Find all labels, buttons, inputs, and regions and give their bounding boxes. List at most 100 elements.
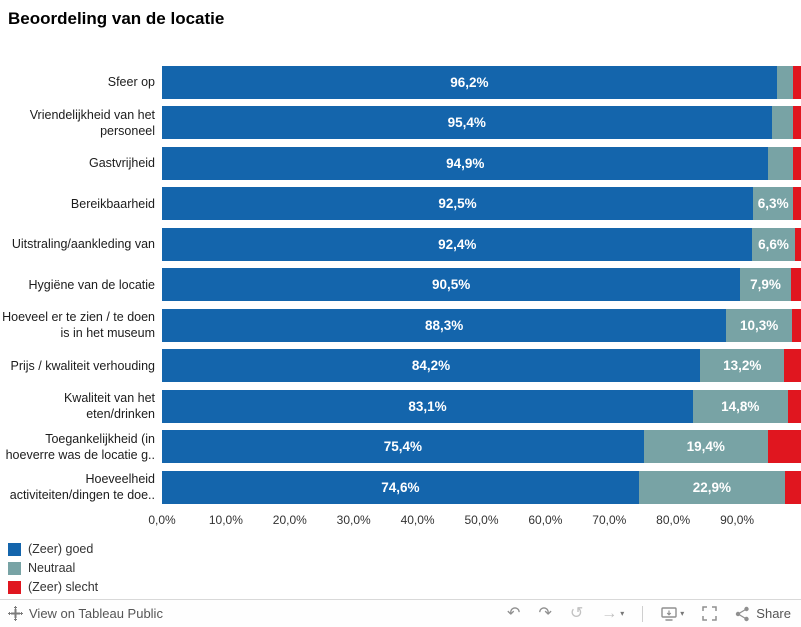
bar-value-label: 19,4% xyxy=(686,439,725,455)
stacked-bar[interactable]: 96,2% xyxy=(162,65,801,99)
chart-rows: Sfeer op 96,2% Vriendelijkheid van het per… xyxy=(0,62,801,508)
legend-label: (Zeer) goed xyxy=(28,542,94,556)
stacked-bar[interactable]: 83,1% 14,8% xyxy=(162,389,801,423)
bar-value-label: 83,1% xyxy=(408,398,447,414)
bar-row: Kwaliteit van het eten/drinken 83,1% 14,8% xyxy=(0,386,801,427)
bar-row: Sfeer op 96,2% xyxy=(0,62,801,103)
stacked-bar[interactable]: 88,3% 10,3% xyxy=(162,308,801,342)
segment-good[interactable]: 83,1% xyxy=(162,389,693,423)
stacked-bar[interactable]: 90,5% 7,9% xyxy=(162,268,801,302)
stacked-bar[interactable]: 84,2% 13,2% xyxy=(162,349,801,383)
bar-row: Uitstraling/aankleding van 92,4% 6,6% xyxy=(0,224,801,265)
axis-tick-label: 80,0% xyxy=(656,512,691,527)
undo-icon[interactable]: ↶ xyxy=(507,604,521,622)
replay-icon[interactable]: ↺ xyxy=(569,604,584,622)
bar-value-label: 13,2% xyxy=(723,358,762,374)
tableau-toolbar: View on Tableau Public ↶ ↷ ↺ → ▾ ▾ xyxy=(0,599,801,627)
segment-good[interactable]: 92,4% xyxy=(162,227,753,261)
segment-neutral[interactable]: 14,8% xyxy=(693,389,788,423)
download-icon[interactable]: ▾ xyxy=(661,606,684,622)
bar-value-label: 92,5% xyxy=(438,196,477,212)
segment-good[interactable]: 74,6% xyxy=(162,470,639,504)
segment-neutral[interactable]: 19,4% xyxy=(643,430,768,464)
segment-bad[interactable] xyxy=(785,470,801,504)
stacked-bar[interactable]: 92,5% 6,3% xyxy=(162,187,801,221)
bar-value-label: 6,6% xyxy=(758,236,789,252)
legend-swatch xyxy=(8,580,21,594)
bar-value-label: 75,4% xyxy=(383,439,423,455)
segment-good[interactable]: 75,4% xyxy=(162,430,644,464)
segment-neutral[interactable] xyxy=(776,65,794,99)
axis-tick-label: 30,0% xyxy=(336,512,371,527)
stacked-bar[interactable]: 75,4% 19,4% xyxy=(162,430,801,464)
legend-item[interactable]: (Zeer) goed xyxy=(8,540,801,559)
axis-tick-label: 40,0% xyxy=(400,512,435,527)
segment-bad[interactable] xyxy=(792,106,801,140)
legend: (Zeer) goed Neutraal (Zeer) slecht xyxy=(8,540,801,597)
stacked-bar[interactable]: 94,9% xyxy=(162,146,801,180)
segment-good[interactable]: 88,3% xyxy=(162,308,727,342)
forward-icon[interactable]: → ▾ xyxy=(601,605,625,622)
segment-neutral[interactable]: 6,3% xyxy=(753,187,794,221)
redo-icon[interactable]: ↷ xyxy=(538,604,552,622)
stacked-bar[interactable]: 95,4% xyxy=(162,106,801,140)
stacked-bar[interactable]: 74,6% 22,9% xyxy=(162,470,801,504)
axis-tick-label: 10,0% xyxy=(208,512,243,527)
bar-value-label: 6,3% xyxy=(757,196,789,212)
category-label: Toegankelijkheid (in hoeverre was de loc… xyxy=(5,431,155,462)
bar-value-label: 94,9% xyxy=(446,155,485,171)
legend-item[interactable]: (Zeer) slecht xyxy=(8,578,801,597)
segment-neutral[interactable]: 22,9% xyxy=(638,470,786,504)
segment-neutral[interactable]: 10,3% xyxy=(726,308,793,342)
bar-value-label: 22,9% xyxy=(692,479,731,495)
segment-bad[interactable] xyxy=(784,349,801,383)
segment-bad[interactable] xyxy=(793,187,801,221)
segment-good[interactable]: 84,2% xyxy=(162,349,701,383)
category-label: Vriendelijkheid van het personeel xyxy=(29,107,155,138)
fullscreen-icon[interactable] xyxy=(702,606,718,621)
segment-neutral[interactable]: 6,6% xyxy=(752,227,795,261)
legend-swatch xyxy=(8,542,21,556)
segment-good[interactable]: 92,5% xyxy=(162,187,754,221)
segment-bad[interactable] xyxy=(793,65,801,99)
segment-good[interactable]: 96,2% xyxy=(162,65,777,99)
share-button[interactable]: Share xyxy=(735,606,791,622)
segment-neutral[interactable]: 7,9% xyxy=(740,268,791,302)
legend-label: (Zeer) slecht xyxy=(28,580,99,594)
view-on-tableau-label: View on Tableau Public xyxy=(29,606,163,621)
axis-tick-label: 70,0% xyxy=(592,512,627,527)
stacked-bar[interactable]: 92,4% 6,6% xyxy=(162,227,801,261)
category-label: Gastvrijheid xyxy=(89,156,155,171)
legend-swatch xyxy=(8,561,21,575)
segment-bad[interactable] xyxy=(767,430,801,464)
bar-value-label: 95,4% xyxy=(447,115,486,131)
segment-neutral[interactable] xyxy=(771,106,793,140)
download-caret-icon: ▾ xyxy=(680,608,685,618)
segment-bad[interactable] xyxy=(790,268,801,302)
segment-good[interactable]: 94,9% xyxy=(162,146,769,180)
category-label: Hoeveel er te zien / te doen is in het m… xyxy=(2,310,155,341)
axis-tick-label: 0,0% xyxy=(148,512,176,527)
bar-value-label: 88,3% xyxy=(424,317,464,333)
segment-bad[interactable] xyxy=(793,146,801,180)
category-label: Hoeveelheid activiteiten/dingen te doe.. xyxy=(9,472,155,503)
segment-good[interactable]: 95,4% xyxy=(162,106,772,140)
bar-row: Gastvrijheid 94,9% xyxy=(0,143,801,184)
segment-bad[interactable] xyxy=(792,308,801,342)
share-label: Share xyxy=(756,606,791,621)
segment-neutral[interactable] xyxy=(768,146,794,180)
category-label: Kwaliteit van het eten/drinken xyxy=(63,391,155,422)
tableau-brand-link[interactable]: View on Tableau Public xyxy=(8,606,163,621)
segment-bad[interactable] xyxy=(794,227,801,261)
segment-bad[interactable] xyxy=(787,389,801,423)
legend-item[interactable]: Neutraal xyxy=(8,559,801,578)
axis-tick-label: 50,0% xyxy=(464,512,499,527)
axis-tick-label: 20,0% xyxy=(272,512,307,527)
bar-value-label: 90,5% xyxy=(432,277,471,293)
bar-value-label: 92,4% xyxy=(438,236,477,252)
segment-good[interactable]: 90,5% xyxy=(162,268,741,302)
forward-caret-icon: ▾ xyxy=(620,608,625,618)
bar-row: Bereikbaarheid 92,5% 6,3% xyxy=(0,184,801,225)
bar-row: Hygiëne van de locatie 90,5% 7,9% xyxy=(0,265,801,306)
segment-neutral[interactable]: 13,2% xyxy=(700,349,785,383)
